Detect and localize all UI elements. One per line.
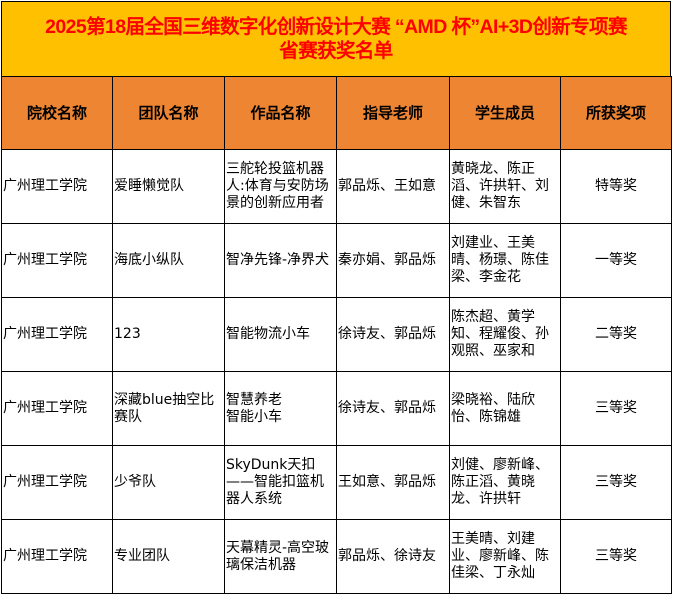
work-cell: 智能物流小车 xyxy=(224,297,337,372)
team-cell: 海底小纵队 xyxy=(112,223,225,298)
award-table: 院校名称 团队名称 作品名称 指导老师 学生成员 所获奖项 广州理工学院 爱睡懒觉… xyxy=(1,76,672,594)
page-title: 2025第18届全国三维数字化创新设计大赛 “AMD 杯”AI+3D创新专项赛 … xyxy=(1,1,671,77)
award-cell: 三等奖 xyxy=(560,445,672,520)
header-members: 学生成员 xyxy=(449,76,561,150)
members-cell: 刘建业、王美晴、杨璟、陈佳梁、李金花 xyxy=(449,223,561,298)
header-school: 院校名称 xyxy=(1,76,113,150)
table-row: 广州理工学院 海底小纵队 智净先锋-净界犬 秦亦娟、郭品烁 刘建业、王美晴、杨璟、陈佳梁… xyxy=(1,223,672,298)
school-cell: 广州理工学院 xyxy=(1,297,113,372)
work-cell: 三舵轮投篮机器人:体育与安防场景的创新应用者 xyxy=(224,149,337,224)
members-cell: 王美晴、刘建业、廖新峰、陈佳梁、丁永灿 xyxy=(449,519,561,594)
members-cell: 梁晓裕、陆欣怡、陈锦雄 xyxy=(449,371,561,446)
work-cell: 智慧养老 智能小车 xyxy=(224,371,337,446)
team-cell: 深藏blue抽空比赛队 xyxy=(112,371,225,446)
members-cell: 黄晓龙、陈正滔、许拱轩、刘健、朱智东 xyxy=(449,149,561,224)
award-cell: 三等奖 xyxy=(560,371,672,446)
team-cell: 专业团队 xyxy=(112,519,225,594)
award-cell: 三等奖 xyxy=(560,519,672,594)
award-cell: 二等奖 xyxy=(560,297,672,372)
team-cell: 爱睡懒觉队 xyxy=(112,149,225,224)
header-row: 院校名称 团队名称 作品名称 指导老师 学生成员 所获奖项 xyxy=(1,76,672,150)
award-cell: 特等奖 xyxy=(560,149,672,224)
advisor-cell: 郭品烁、徐诗友 xyxy=(336,519,450,594)
team-cell: 123 xyxy=(112,297,225,372)
school-cell: 广州理工学院 xyxy=(1,223,113,298)
school-cell: 广州理工学院 xyxy=(1,371,113,446)
header-award: 所获奖项 xyxy=(560,76,672,150)
school-cell: 广州理工学院 xyxy=(1,445,113,520)
advisor-cell: 郭品烁、王如意 xyxy=(336,149,450,224)
table-row: 广州理工学院 专业团队 天幕精灵-高空玻璃保洁机器 郭品烁、徐诗友 王美晴、刘建业、廖新… xyxy=(1,519,672,594)
header-work: 作品名称 xyxy=(224,76,337,150)
advisor-cell: 王如意、郭品烁 xyxy=(336,445,450,520)
work-cell: 智净先锋-净界犬 xyxy=(224,223,337,298)
header-advisor: 指导老师 xyxy=(336,76,450,150)
award-cell: 一等奖 xyxy=(560,223,672,298)
members-cell: 陈杰超、黄学知、程耀俊、孙观照、巫家和 xyxy=(449,297,561,372)
school-cell: 广州理工学院 xyxy=(1,519,113,594)
school-cell: 广州理工学院 xyxy=(1,149,113,224)
table-row: 广州理工学院 深藏blue抽空比赛队 智慧养老 智能小车 徐诗友、郭品烁 梁晓裕、陆欣怡… xyxy=(1,371,672,446)
table-row: 广州理工学院 少爷队 SkyDunk天扣——智能扣篮机器人系统 王如意、郭品烁 刘健、廖… xyxy=(1,445,672,520)
work-cell: 天幕精灵-高空玻璃保洁机器 xyxy=(224,519,337,594)
advisor-cell: 徐诗友、郭品烁 xyxy=(336,297,450,372)
advisor-cell: 徐诗友、郭品烁 xyxy=(336,371,450,446)
team-cell: 少爷队 xyxy=(112,445,225,520)
title-line-2: 省赛获奖名单 xyxy=(279,40,393,62)
table-row: 广州理工学院 爱睡懒觉队 三舵轮投篮机器人:体育与安防场景的创新应用者 郭品烁、王如意… xyxy=(1,149,672,224)
work-cell: SkyDunk天扣——智能扣篮机器人系统 xyxy=(224,445,337,520)
advisor-cell: 秦亦娟、郭品烁 xyxy=(336,223,450,298)
title-line-1: 2025第18届全国三维数字化创新设计大赛 “AMD 杯”AI+3D创新专项赛 xyxy=(45,16,627,38)
table-row: 广州理工学院 123 智能物流小车 徐诗友、郭品烁 陈杰超、黄学知、程耀俊、孙观照、巫家… xyxy=(1,297,672,372)
members-cell: 刘健、廖新峰、陈正滔、黄晓龙、许拱轩 xyxy=(449,445,561,520)
header-team: 团队名称 xyxy=(112,76,225,150)
